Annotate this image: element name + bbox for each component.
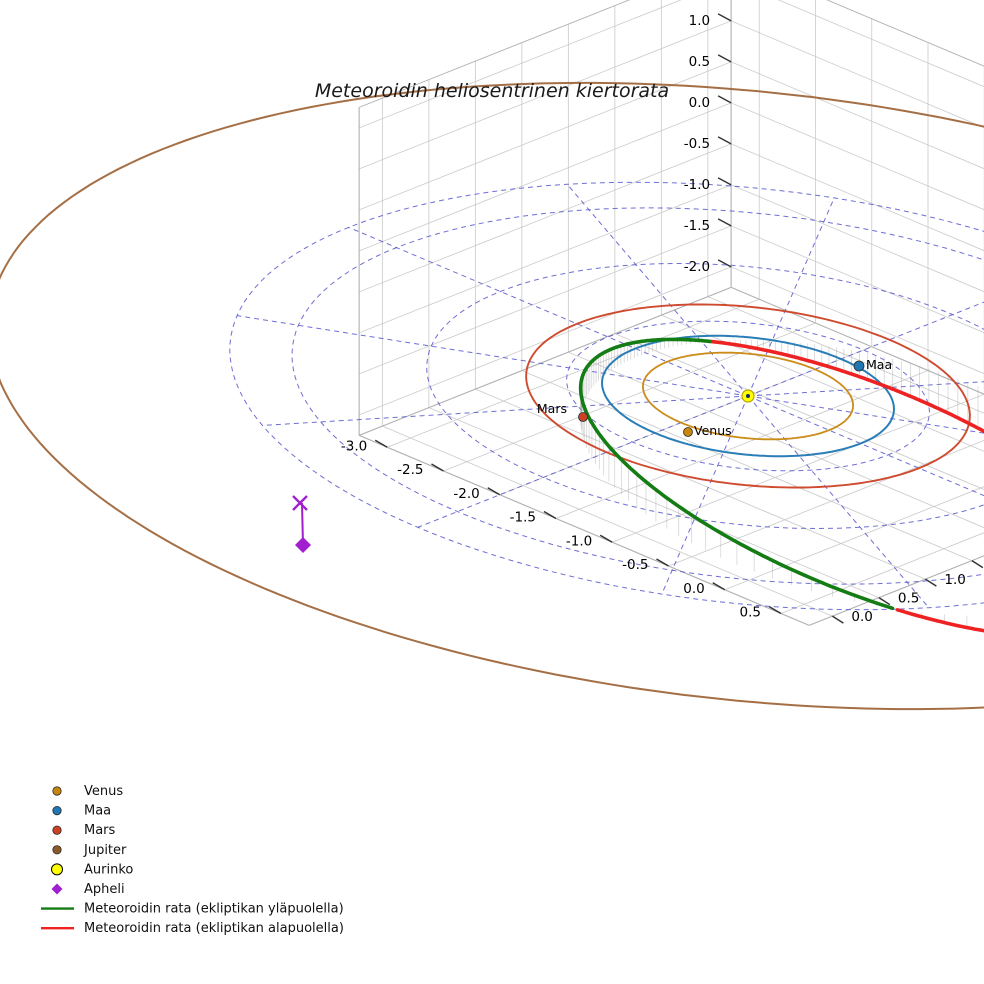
legend-circle-swatch (52, 786, 62, 796)
x-tick-label: -1.0 (566, 533, 592, 549)
planet-label: Venus (694, 423, 732, 438)
body-maa: Maa (853, 357, 892, 372)
aphelion-marker (292, 495, 311, 553)
y-tick-label: 1.0 (944, 572, 965, 588)
x-tick-label: 0.5 (740, 605, 761, 621)
z-tick-label: -1.5 (684, 218, 710, 234)
x-tick-label: 0.0 (683, 581, 704, 597)
z-tick-label: -1.0 (684, 177, 710, 193)
z-tick-label: 1.0 (689, 13, 710, 29)
planet-marker (578, 412, 588, 422)
x-tick-label: -3.0 (341, 438, 367, 454)
legend-item[interactable]: Jupiter (52, 843, 127, 858)
legend-label: Aurinko (84, 862, 133, 877)
y-tick-label: 0.5 (898, 591, 919, 607)
legend-circle-swatch (52, 805, 62, 816)
meteoroid-above-ecliptic (578, 337, 895, 611)
x-tick-label: -2.0 (453, 486, 479, 502)
planet-label: Mars (537, 401, 567, 416)
aphelion-diamond-marker (295, 537, 311, 553)
legend-label: Meteoroidin rata (ekliptikan alapuolella… (84, 921, 344, 936)
legend-circle-swatch (52, 825, 62, 835)
orbit-venus (642, 351, 854, 441)
legend-label: Maa (84, 804, 111, 819)
orbit-jupiter (0, 81, 984, 711)
orbit-mars (525, 303, 971, 489)
celestial-bodies: Venus Maa Mars (537, 357, 892, 438)
legend: Venus Maa Mars Jupiter Aurinko Apheli Meteoroi… (41, 784, 344, 936)
legend-label: Apheli (84, 882, 125, 897)
y-tick-label: 0.0 (851, 609, 872, 625)
legend-item[interactable]: Venus (52, 784, 124, 799)
planet-marker (853, 360, 865, 372)
legend-label: Mars (84, 823, 116, 838)
page-title: Meteoroidin heliosentrinen kiertorata (315, 80, 669, 102)
legend-item[interactable]: Aurinko (51, 862, 134, 877)
legend-item[interactable]: Mars (52, 823, 116, 838)
x-tick-label: -0.5 (622, 557, 648, 573)
x-tick-label: -2.5 (397, 462, 423, 478)
legend-circle-swatch (52, 845, 62, 855)
legend-item[interactable]: Meteoroidin rata (ekliptikan alapuolella… (41, 921, 344, 936)
body-aurinko (741, 389, 755, 403)
z-tick-label: -2.0 (684, 259, 710, 275)
legend-label: Jupiter (83, 843, 127, 858)
meteoroid-above-ecliptic (675, 337, 712, 344)
planet-marker (683, 427, 693, 437)
z-tick-label: 0.5 (689, 54, 710, 70)
axis-tick-labels: -3.0 -2.5 -2.0 -1.5 -1.0 -0.5 0.0 0.5 0.0 0.5 1.0 1… (341, 13, 966, 625)
legend-diamond-swatch (51, 883, 63, 895)
legend-item[interactable]: Maa (52, 804, 111, 819)
body-venus: Venus (683, 423, 732, 438)
meteoroid-orbit (578, 337, 984, 633)
planet-label: Maa (866, 357, 892, 372)
meteoroid-below-ecliptic (709, 339, 984, 633)
aphelion-cross-icon (292, 495, 308, 511)
legend-item[interactable]: Apheli (51, 882, 125, 897)
axes-3d-box (358, 0, 984, 626)
legend-circle-swatch (51, 863, 63, 876)
z-tick-label: -0.5 (684, 136, 710, 152)
body-mars: Mars (537, 401, 588, 422)
x-tick-label: -1.5 (510, 510, 536, 526)
legend-label: Venus (84, 784, 123, 799)
z-tick-label: 0.0 (689, 95, 710, 111)
sun-core-icon (746, 394, 750, 398)
legend-item[interactable]: Meteoroidin rata (ekliptikan yläpuolella… (41, 902, 344, 917)
legend-label: Meteoroidin rata (ekliptikan yläpuolella… (84, 902, 344, 917)
